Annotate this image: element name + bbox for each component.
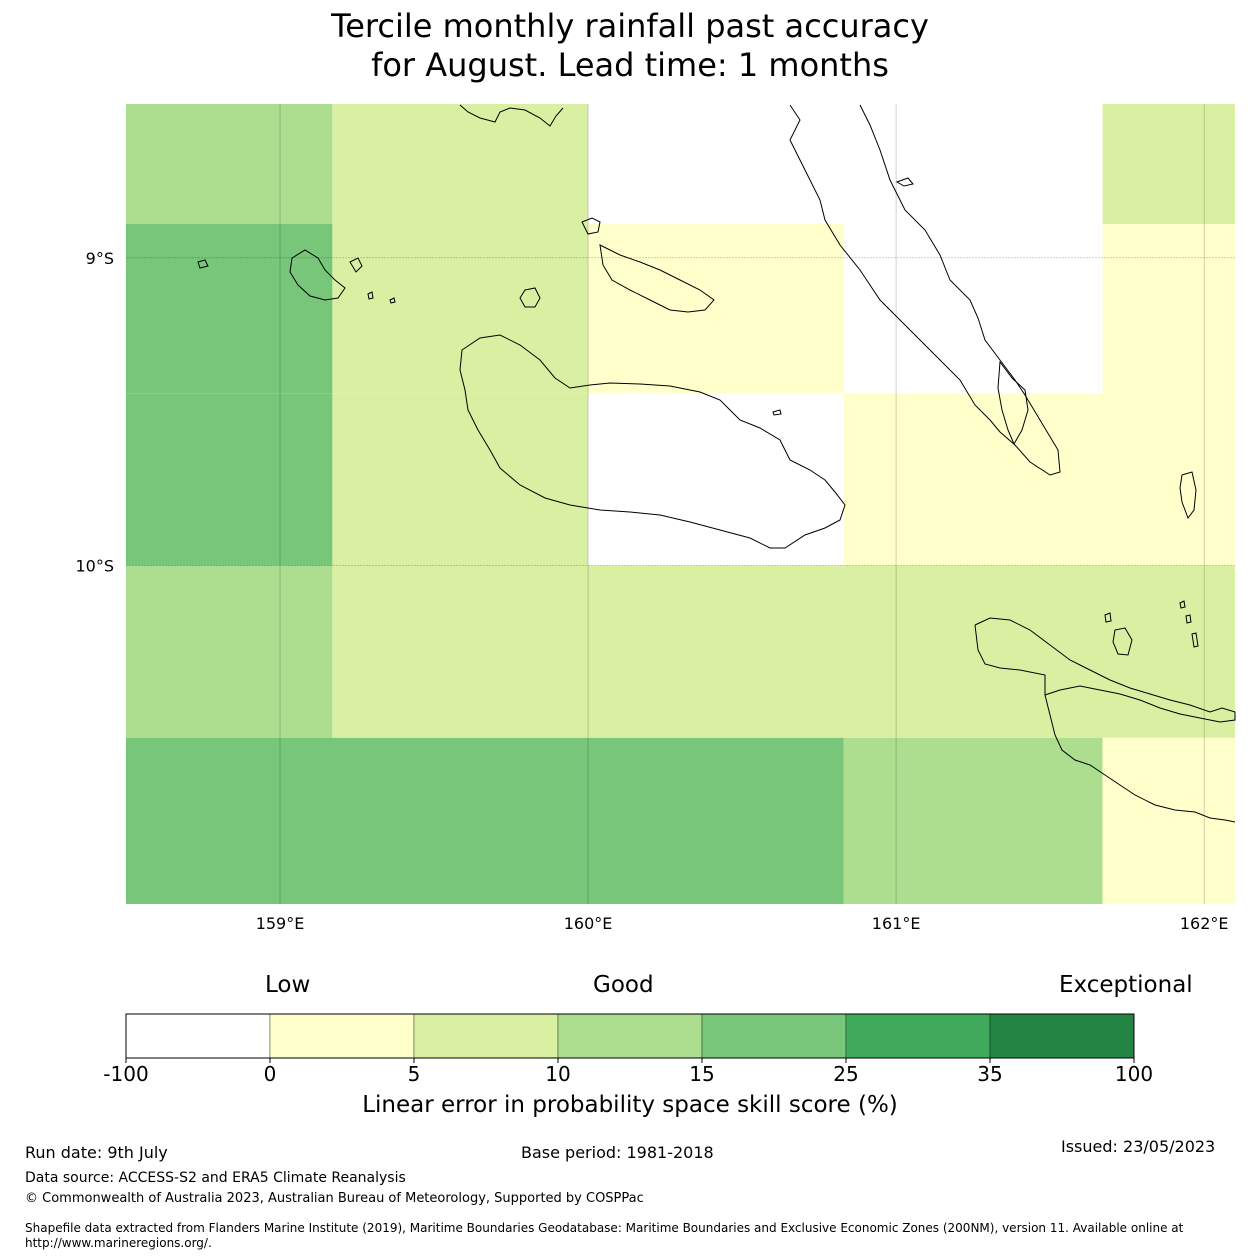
colorbar-swatch-5 [845, 1013, 991, 1059]
shapefile-credit-line-1: Shapefile data extracted from Flanders M… [25, 1221, 1184, 1235]
skill-cell-1 [332, 104, 589, 224]
lon-label: 162°E [1180, 914, 1229, 933]
colorbar-tick-label: 15 [689, 1062, 715, 1086]
colorbar-tick-label: 25 [833, 1062, 859, 1086]
skill-cell-15 [126, 737, 844, 904]
colorbar-swatch-1 [269, 1013, 415, 1059]
lon-label: 160°E [564, 914, 613, 933]
lat-label: 10°S [75, 557, 114, 576]
skill-cell-8 [1102, 224, 1235, 394]
skill-cell-10 [332, 393, 589, 566]
skill-cell-14 [332, 565, 1235, 738]
coastline-malaita [789, 104, 1061, 476]
colorbar [125, 1013, 1135, 1063]
colorbar-tick-label: 35 [977, 1062, 1003, 1086]
skill-cell-11 [588, 393, 844, 566]
lat-label: 9°S [86, 249, 114, 268]
lon-label: 161°E [872, 914, 921, 933]
coastline-florida-islands [599, 244, 715, 313]
shapefile-credit-line-2: http://www.marineregions.org/. [25, 1236, 212, 1250]
skill-cell-2 [588, 104, 1103, 224]
coastline-guadalcanal [459, 334, 846, 549]
colorbar-category-exceptional: Exceptional [1059, 972, 1193, 998]
colorbar-category-good: Good [593, 972, 654, 998]
map-title-line-1: Tercile monthly rainfall past accuracy [331, 7, 929, 45]
axis-labels: 9°S 10°S 159°E 160°E 161°E 162°E [75, 249, 1228, 933]
skill-cell-4 [126, 224, 333, 394]
colorbar-tick-label: -100 [103, 1062, 149, 1086]
issued-date: Issued: 23/05/2023 [1061, 1137, 1216, 1156]
data-source: Data source: ACCESS-S2 and ERA5 Climate … [25, 1170, 406, 1186]
base-period: Base period: 1981-2018 [521, 1143, 714, 1162]
coastline-makira [974, 617, 1236, 823]
skill-cell-17 [1102, 737, 1235, 904]
run-date: Run date: 9th July [25, 1143, 168, 1162]
coastline-savo-island [519, 287, 541, 308]
skill-cell-9 [126, 393, 333, 566]
skill-cell-3 [1102, 104, 1235, 224]
skill-cells [126, 104, 1235, 904]
coastline-russell-islands [289, 249, 346, 301]
skill-cell-7 [843, 224, 1103, 394]
colorbar-swatch-2 [413, 1013, 559, 1059]
colorbar-tick-label: 0 [263, 1062, 277, 1086]
colorbar-frame [125, 1013, 1135, 1059]
colorbar-tick-label: 5 [407, 1062, 421, 1086]
skill-cell-13 [126, 565, 333, 738]
colorbar-swatch-3 [557, 1013, 703, 1059]
lon-label: 159°E [256, 914, 305, 933]
colorbar-tick-label: 100 [1114, 1062, 1154, 1086]
coastline-new-georgia [459, 104, 564, 127]
copyright: © Commonwealth of Australia 2023, Austra… [25, 1191, 644, 1206]
colorbar-tick-label: 10 [545, 1062, 571, 1086]
map-title-line-2: for August. Lead time: 1 months [371, 46, 889, 84]
coastlines [197, 104, 1236, 823]
coastline-maramasike [997, 360, 1029, 446]
graticule [126, 104, 1235, 904]
colorbar-swatch-0 [125, 1013, 271, 1059]
colorbar-category-low: Low [265, 972, 311, 998]
colorbar-swatch-6 [989, 1013, 1135, 1059]
colorbar-swatch-4 [701, 1013, 847, 1059]
colorbar-label: Linear error in probability space skill … [362, 1092, 898, 1118]
skill-cell-6 [588, 224, 844, 394]
skill-cell-12 [843, 393, 1235, 566]
skill-cell-16 [843, 737, 1103, 904]
skill-cell-0 [126, 104, 333, 224]
